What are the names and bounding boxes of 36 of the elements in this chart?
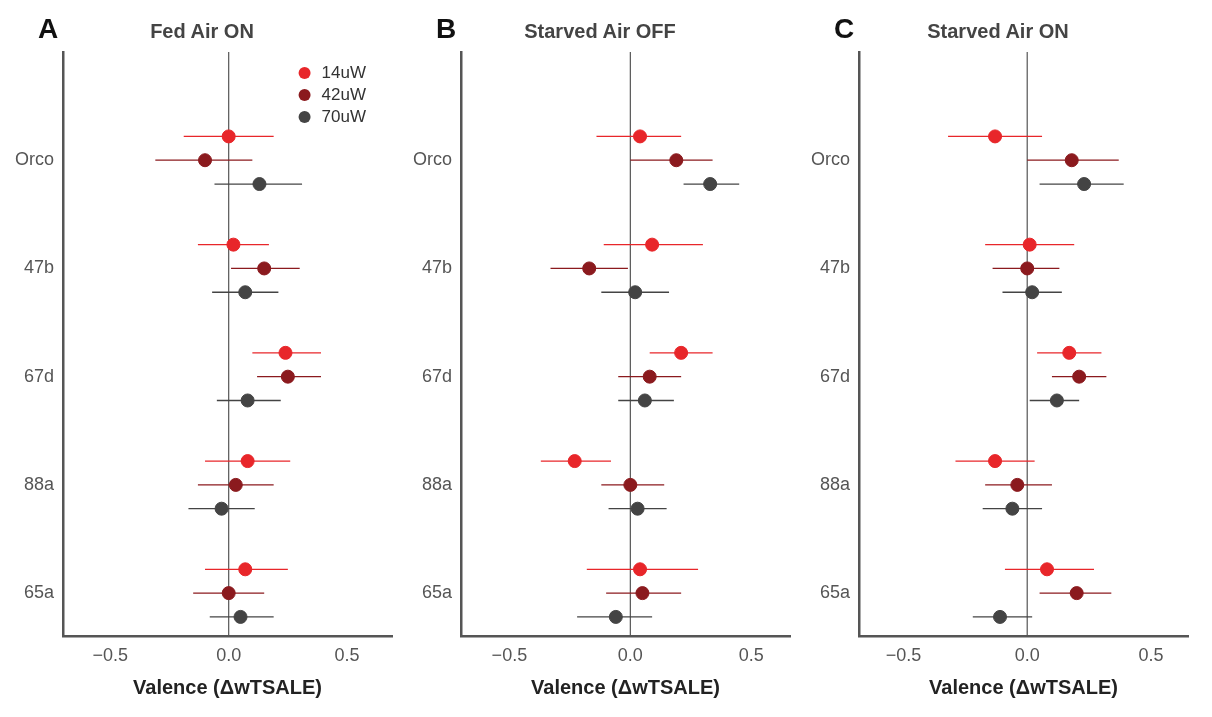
x-tick-label: 0.5 bbox=[1138, 645, 1164, 666]
x-tick-label: 0.0 bbox=[617, 645, 643, 666]
legend-label: 42uW bbox=[321, 84, 367, 104]
y-tick-label: 65a bbox=[819, 582, 851, 603]
y-tick-label: 65a bbox=[23, 582, 55, 603]
y-tick-label: 47b bbox=[421, 257, 453, 278]
y-tick-label: 47b bbox=[819, 257, 851, 278]
y-tick-label: 88a bbox=[421, 473, 453, 494]
y-tick-label: Orco bbox=[810, 149, 851, 170]
y-tick-label: 67d bbox=[819, 365, 851, 386]
legend-label: 14uW bbox=[321, 62, 367, 82]
y-tick-label: 67d bbox=[421, 365, 453, 386]
chart-title: Starved Air ON bbox=[927, 19, 1069, 42]
y-tick-label: 88a bbox=[819, 473, 851, 494]
y-tick-label: 65a bbox=[421, 582, 453, 603]
x-tick-label: 0.5 bbox=[738, 645, 764, 666]
x-axis-title: Valence (ΔwTSALE) bbox=[929, 675, 1118, 698]
y-tick-label: 88a bbox=[23, 473, 55, 494]
chart-title: Starved Air OFF bbox=[524, 19, 676, 42]
chart-title: Fed Air ON bbox=[150, 19, 254, 42]
text: C bbox=[834, 12, 855, 44]
x-tick-label: −0.5 bbox=[92, 645, 129, 666]
y-tick-label: Orco bbox=[14, 149, 55, 170]
x-axis-title: Valence (ΔwTSALE) bbox=[531, 675, 720, 698]
y-tick-label: 47b bbox=[23, 257, 55, 278]
text: B bbox=[436, 12, 457, 44]
x-tick-label: −0.5 bbox=[491, 645, 528, 666]
y-tick-label: Orco bbox=[412, 149, 453, 170]
x-axis-title: Valence (ΔwTSALE) bbox=[133, 675, 322, 698]
text: A bbox=[38, 12, 59, 44]
x-tick-label: 0.0 bbox=[1014, 645, 1040, 666]
legend-label: 70uW bbox=[321, 106, 367, 126]
y-tick-label: 67d bbox=[23, 365, 55, 386]
x-tick-label: 0.5 bbox=[334, 645, 360, 666]
x-tick-label: −0.5 bbox=[885, 645, 922, 666]
x-tick-label: 0.0 bbox=[216, 645, 242, 666]
